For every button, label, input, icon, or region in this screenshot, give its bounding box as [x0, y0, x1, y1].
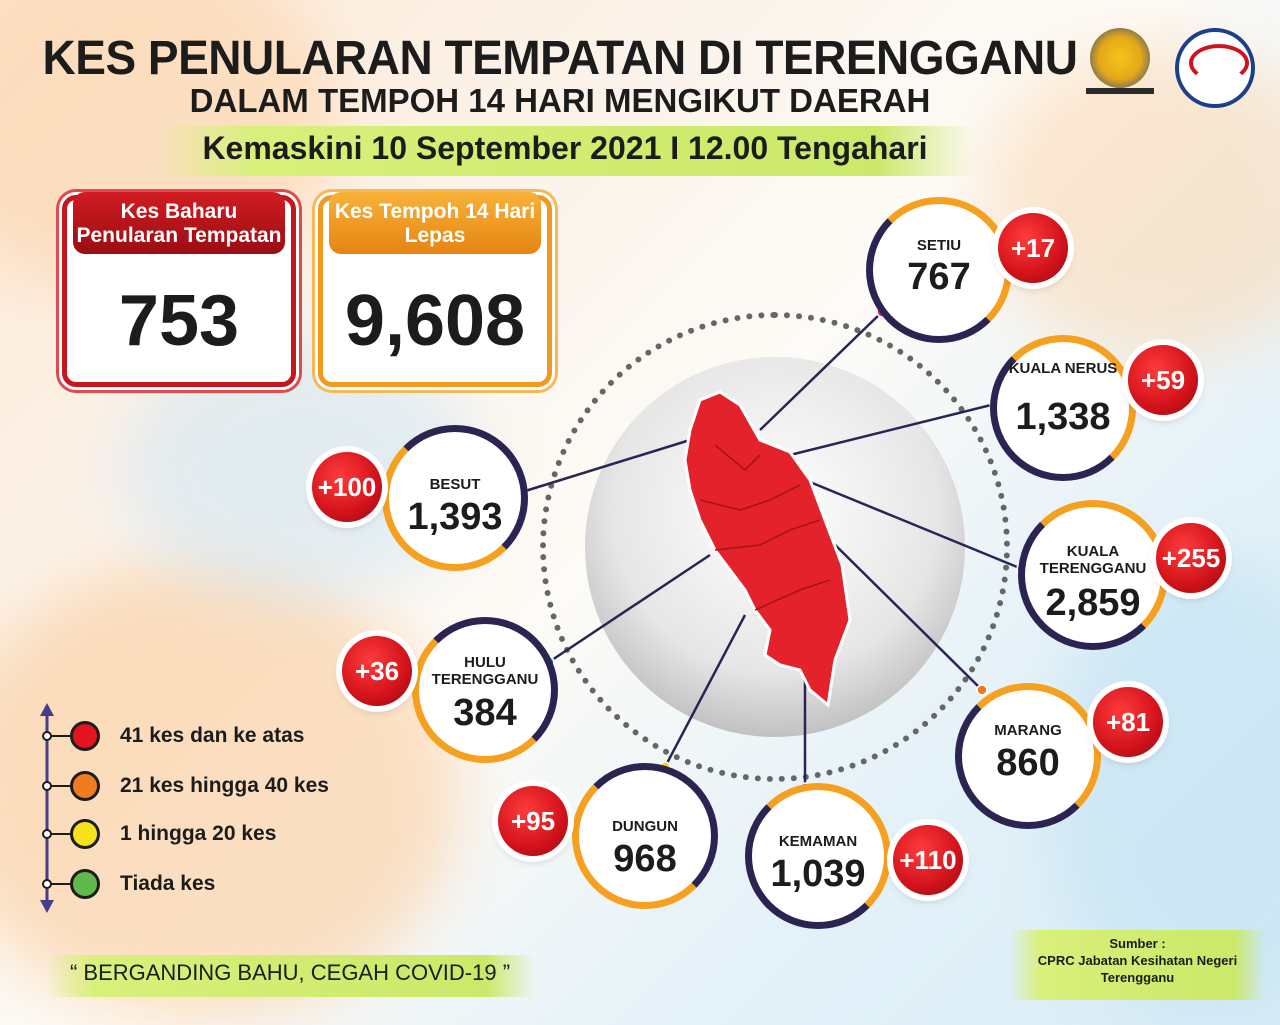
source-body: CPRC Jabatan Kesihatan Negeri Terengganu [1037, 953, 1238, 985]
district-besut-total: 1,393 [407, 496, 503, 538]
district-kuala-nerus [990, 335, 1136, 481]
district-kuala-terengganu-total: 2,859 [1045, 582, 1141, 624]
kkm-logo-caption [1086, 88, 1154, 94]
district-kuala-nerus-new: +59 [1128, 345, 1198, 415]
slogan-banner [45, 955, 535, 997]
district-kemaman-total: 1,039 [770, 853, 866, 895]
new-cases-label: Kes Baharu Penularan Tempatan [73, 192, 285, 254]
legend-red-dot [70, 721, 100, 751]
district-kuala-terengganu-name: KUALA TERENGGANU [1039, 543, 1147, 577]
new-cases-value: 753 [118, 281, 240, 361]
district-kuala-nerus-total: 1,338 [1015, 396, 1111, 438]
period-cases-label: Kes Tempoh 14 Hari Lepas [329, 192, 541, 254]
period-cases-value: 9,608 [344, 281, 526, 361]
map-dotted-ring [540, 312, 1010, 782]
district-kemaman-name: KEMAMAN [778, 833, 858, 850]
update-banner [155, 126, 975, 176]
district-hulu-terengganu-total: 384 [453, 692, 517, 734]
legend-label: 41 kes dan ke atas [120, 724, 305, 747]
source-text: Sumber : CPRC Jabatan Kesihatan Negeri T… [1010, 935, 1265, 986]
jknt-swoosh [1189, 44, 1249, 82]
district-hulu-terengganu [412, 617, 558, 763]
source-banner [1010, 930, 1265, 1000]
district-besut [382, 425, 528, 571]
new-cases-box: Kes Baharu Penularan Tempatan 753 [62, 192, 296, 387]
district-hulu-terengganu-new: +36 [342, 636, 412, 706]
district-dungun [572, 763, 718, 909]
legend-green-dot [70, 869, 100, 899]
district-kuala-nerus-name: KUALA NERUS [1008, 360, 1118, 377]
district-setiu-name: SETIU [916, 237, 962, 254]
district-dungun-new: +95 [498, 786, 568, 856]
district-kemaman-new: +110 [893, 825, 963, 895]
page-subtitle: DALAM TEMPOH 14 HARI MENGIKUT DAERAH [189, 82, 931, 119]
slogan-text: “ BERGANDING BAHU, CEGAH COVID-19 ” [69, 960, 511, 985]
district-kemaman [745, 783, 891, 929]
period-cases-box: Kes Tempoh 14 Hari Lepas 9,608 [318, 192, 552, 387]
district-kuala-terengganu [1018, 500, 1168, 650]
district-dungun-name: DUNGUN [612, 818, 678, 835]
legend-orange-dot [70, 771, 100, 801]
district-marang-new: +81 [1093, 687, 1163, 757]
district-setiu-new: +17 [998, 213, 1068, 283]
terengganu-map [683, 390, 852, 708]
legend-label: 21 kes hingga 40 kes [120, 774, 329, 797]
district-marang-total: 860 [996, 742, 1060, 784]
legend-label: Tiada kes [120, 872, 216, 895]
district-setiu-total: 767 [907, 256, 971, 298]
district-kuala-terengganu-new: +255 [1156, 523, 1226, 593]
jknt-logo [1175, 28, 1255, 108]
update-timestamp: Kemaskini 10 September 2021 I 12.00 Teng… [202, 130, 928, 166]
district-besut-new: +100 [312, 452, 382, 522]
source-title: Sumber : [1109, 936, 1166, 951]
page-title: KES PENULARAN TEMPATAN DI TERENGGANU [42, 29, 1078, 85]
district-hulu-terengganu-name: HULU TERENGGANU [431, 654, 539, 688]
kkm-crest-logo [1090, 28, 1150, 88]
district-dungun-total: 968 [613, 838, 677, 880]
district-marang-name: MARANG [994, 722, 1062, 739]
district-marang [955, 683, 1101, 829]
legend-yellow-dot [70, 819, 100, 849]
district-besut-name: BESUT [429, 476, 481, 493]
legend-label: 1 hingga 20 kes [120, 822, 277, 845]
